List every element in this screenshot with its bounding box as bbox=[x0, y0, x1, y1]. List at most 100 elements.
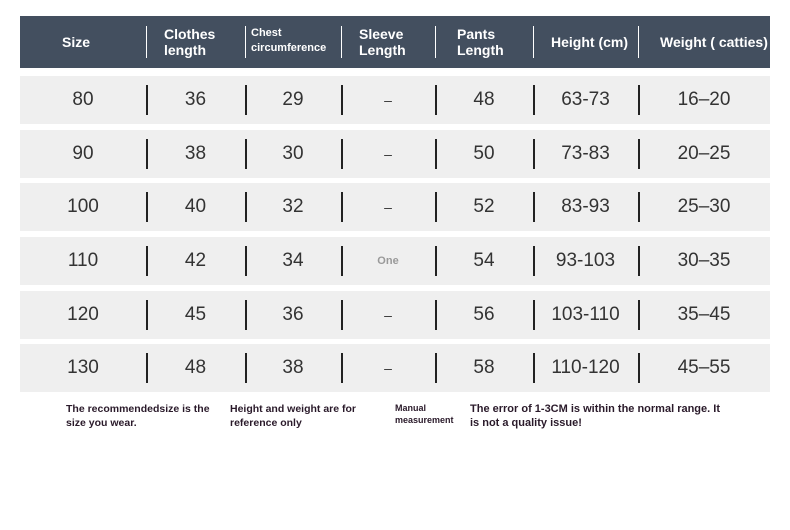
column-divider bbox=[533, 192, 535, 222]
column-divider bbox=[146, 85, 148, 115]
header-cell: Height (cm) bbox=[551, 34, 628, 50]
table-cell: 90 bbox=[72, 143, 94, 164]
table-cell: 38 bbox=[282, 357, 304, 378]
table-cell: 30 bbox=[282, 143, 304, 164]
table-cell: 34 bbox=[282, 250, 304, 271]
table-cell: 63-73 bbox=[561, 89, 610, 110]
table-cell: One bbox=[377, 255, 399, 267]
table-cell: 29 bbox=[282, 89, 304, 110]
column-divider bbox=[245, 85, 247, 115]
column-divider bbox=[638, 26, 639, 58]
table-row: 110 42 34 One 54 93-103 30–35 bbox=[20, 237, 770, 285]
table-cell: 16–20 bbox=[677, 89, 731, 110]
table-cell: 32 bbox=[282, 196, 304, 217]
table-cell: 45 bbox=[184, 304, 207, 325]
note-recommended-size: The recommendedsize is the size you wear… bbox=[66, 403, 210, 429]
column-divider bbox=[533, 26, 534, 58]
column-divider bbox=[638, 246, 640, 276]
column-divider bbox=[533, 246, 535, 276]
column-divider bbox=[341, 192, 343, 222]
column-divider bbox=[146, 139, 148, 169]
table-cell: – bbox=[384, 199, 392, 215]
table-cell: 40 bbox=[184, 196, 207, 217]
column-divider bbox=[435, 192, 437, 222]
column-divider bbox=[146, 353, 148, 383]
table-cell: 30–35 bbox=[677, 250, 731, 271]
table-cell: – bbox=[384, 146, 392, 162]
header-cell: Weight ( catties) bbox=[660, 34, 768, 50]
table-cell: 58 bbox=[473, 357, 495, 378]
column-divider bbox=[638, 192, 640, 222]
column-divider bbox=[245, 26, 246, 58]
size-table-header: Size Clothes length Chest circumference Sle… bbox=[20, 16, 770, 68]
column-divider bbox=[245, 139, 247, 169]
header-cell: Size bbox=[62, 34, 91, 50]
column-divider bbox=[435, 246, 437, 276]
header-cell: Chest circumference bbox=[251, 27, 327, 54]
column-divider bbox=[341, 26, 342, 58]
table-cell: 83-93 bbox=[561, 196, 610, 217]
table-cell: 36 bbox=[184, 89, 207, 110]
table-cell: 50 bbox=[473, 143, 495, 164]
table-cell: 103-110 bbox=[551, 304, 620, 325]
table-cell: 80 bbox=[72, 89, 94, 110]
table-cell: 48 bbox=[184, 357, 207, 378]
column-divider bbox=[638, 300, 640, 330]
table-cell: 20–25 bbox=[677, 143, 731, 164]
header-cell: Sleeve Length bbox=[359, 26, 406, 58]
table-cell: 42 bbox=[184, 250, 207, 271]
column-divider bbox=[245, 353, 247, 383]
table-cell: – bbox=[384, 307, 392, 323]
table-cell: 36 bbox=[282, 304, 304, 325]
column-divider bbox=[533, 85, 535, 115]
column-divider bbox=[146, 192, 148, 222]
table-row: 90 38 30 – 50 73-83 20–25 bbox=[20, 130, 770, 178]
table-cell: 73-83 bbox=[561, 143, 610, 164]
table-cell: 35–45 bbox=[677, 304, 731, 325]
table-cell: 120 bbox=[67, 304, 99, 325]
table-cell: 48 bbox=[473, 89, 495, 110]
column-divider bbox=[245, 192, 247, 222]
note-manual-measurement: Manual measurement bbox=[395, 403, 454, 425]
column-divider bbox=[533, 353, 535, 383]
column-divider bbox=[638, 353, 640, 383]
table-cell: 100 bbox=[67, 196, 99, 217]
column-divider bbox=[435, 85, 437, 115]
column-divider bbox=[435, 300, 437, 330]
column-divider bbox=[638, 139, 640, 169]
header-cell: Pants Length bbox=[457, 26, 504, 58]
column-divider bbox=[341, 353, 343, 383]
table-cell: 54 bbox=[473, 250, 495, 271]
column-divider bbox=[638, 85, 640, 115]
table-cell: 56 bbox=[473, 304, 495, 325]
table-cell: – bbox=[384, 360, 392, 376]
column-divider bbox=[341, 300, 343, 330]
table-cell: 52 bbox=[473, 196, 495, 217]
table-cell: 130 bbox=[67, 357, 99, 378]
table-row: 100 40 32 – 52 83-93 25–30 bbox=[20, 183, 770, 231]
column-divider bbox=[146, 26, 147, 58]
table-cell: 93-103 bbox=[555, 250, 616, 271]
table-row: 130 48 38 – 58 110-120 45–55 bbox=[20, 344, 770, 392]
column-divider bbox=[435, 353, 437, 383]
header-cell: Clothes length bbox=[164, 26, 216, 58]
column-divider bbox=[533, 139, 535, 169]
column-divider bbox=[341, 139, 343, 169]
table-row: 120 45 36 – 56 103-110 35–45 bbox=[20, 291, 770, 339]
table-cell: 110-120 bbox=[551, 357, 620, 378]
column-divider bbox=[435, 139, 437, 169]
table-cell: 38 bbox=[184, 143, 207, 164]
column-divider bbox=[341, 85, 343, 115]
note-error-range: The error of 1-3CM is within the normal … bbox=[470, 403, 720, 429]
table-cell: 25–30 bbox=[677, 196, 731, 217]
column-divider bbox=[245, 246, 247, 276]
table-cell: – bbox=[384, 92, 392, 108]
column-divider bbox=[245, 300, 247, 330]
column-divider bbox=[341, 246, 343, 276]
table-cell: 45–55 bbox=[677, 357, 731, 378]
table-row: 80 36 29 – 48 63-73 16–20 bbox=[20, 76, 770, 124]
column-divider bbox=[533, 300, 535, 330]
note-reference-only: Height and weight are for reference only bbox=[230, 403, 357, 429]
column-divider bbox=[146, 300, 148, 330]
table-cell: 110 bbox=[67, 250, 99, 271]
